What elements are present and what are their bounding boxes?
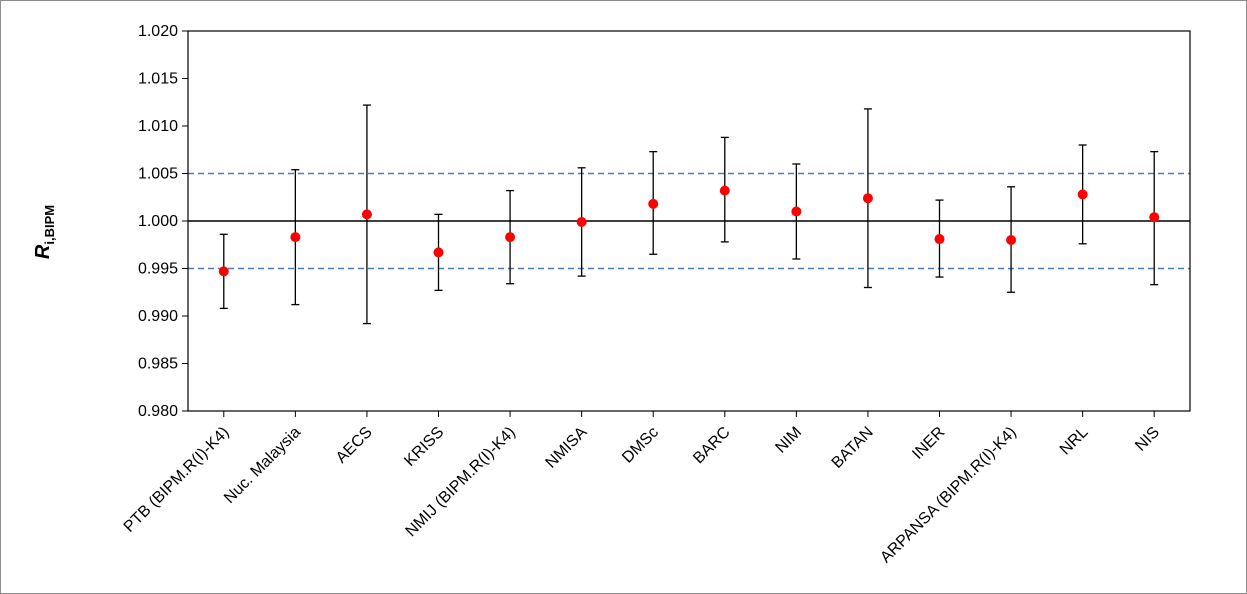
data-point bbox=[1077, 189, 1088, 200]
y-axis-label-subscript: i,BIPM bbox=[42, 205, 57, 245]
data-point bbox=[1006, 235, 1017, 245]
data-point bbox=[791, 206, 802, 217]
x-tick-label: NMISA bbox=[543, 424, 591, 472]
x-tick-label: AECS bbox=[333, 424, 376, 467]
data-point bbox=[719, 185, 730, 196]
y-axis-label: Ri,BIPM bbox=[32, 205, 57, 259]
svg-text:Ri,BIPM: Ri,BIPM bbox=[32, 205, 57, 259]
x-tick-label: BATAN bbox=[829, 424, 877, 472]
data-point bbox=[576, 216, 587, 227]
y-tick-label: 1.015 bbox=[138, 71, 178, 88]
x-tick-label: PTB (BIPM.R(I)-K4) bbox=[121, 424, 233, 536]
y-tick-label: 1.005 bbox=[138, 166, 178, 183]
data-point bbox=[934, 234, 945, 245]
x-tick-label: KRISS bbox=[401, 424, 447, 470]
data-point bbox=[648, 198, 659, 209]
data-point bbox=[290, 232, 301, 243]
y-tick-label: 1.010 bbox=[138, 118, 178, 135]
data-point bbox=[862, 193, 873, 204]
y-tick-label: 1.000 bbox=[138, 213, 178, 230]
x-tick-label: BARC bbox=[690, 424, 733, 467]
x-tick-label: INER bbox=[909, 424, 948, 463]
y-axis-label-main: R bbox=[32, 244, 54, 259]
y-tick-label: 0.995 bbox=[138, 261, 178, 278]
y-tick-label: 0.985 bbox=[138, 356, 178, 373]
y-tick-label: 0.990 bbox=[138, 308, 178, 325]
data-point bbox=[505, 232, 516, 243]
y-tick-label: 0.980 bbox=[138, 403, 178, 420]
data-point bbox=[1149, 212, 1160, 223]
x-tick-label: DMSc bbox=[619, 424, 662, 467]
x-tick-label: NRL bbox=[1057, 424, 1092, 459]
x-tick-label: Nuc. Malaysia bbox=[221, 424, 304, 507]
data-point bbox=[218, 266, 229, 277]
x-tick-label: NIM bbox=[772, 424, 805, 457]
x-tick-label: ARPANSA (BIPM.R(I)-K4) bbox=[877, 424, 1020, 567]
data-point bbox=[361, 209, 372, 220]
data-point bbox=[433, 247, 444, 258]
x-tick-label: NIS bbox=[1132, 424, 1163, 455]
y-tick-label: 1.020 bbox=[138, 23, 178, 40]
